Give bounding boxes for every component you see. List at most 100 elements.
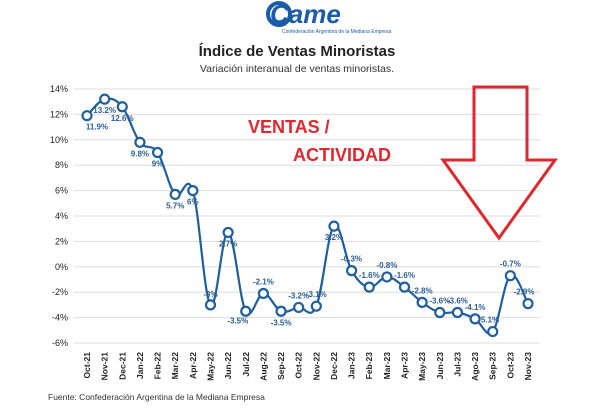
y-tick-label: 12% xyxy=(50,109,68,119)
data-label: 11.9% xyxy=(86,123,108,132)
x-tick-label: Jul-22 xyxy=(241,352,251,377)
x-tick-label: Nov-23 xyxy=(523,352,533,381)
data-point xyxy=(416,296,428,308)
data-point xyxy=(469,313,481,325)
x-tick-label: Nov-22 xyxy=(311,352,321,381)
x-tick-label: Apr-23 xyxy=(400,352,410,379)
data-point xyxy=(504,270,516,282)
x-tick-label: Aug-22 xyxy=(258,352,268,381)
data-label: 6% xyxy=(187,198,199,207)
data-label: -3.5% xyxy=(271,318,292,327)
x-tick-label: Ago-23 xyxy=(470,352,480,381)
chart-subtitle: Variación interanual de ventas minorista… xyxy=(200,63,394,75)
data-label: -2.8% xyxy=(412,286,433,295)
x-tick-label: Oct-23 xyxy=(505,352,515,379)
y-tick-label: -4% xyxy=(52,313,68,323)
x-tick-label: Jan-23 xyxy=(347,352,357,379)
logo-ring-icon xyxy=(266,1,292,27)
data-label: -0.7% xyxy=(500,260,521,269)
data-label: -0.3% xyxy=(341,255,362,264)
y-tick-label: -6% xyxy=(52,338,68,348)
annotation-ventas: VENTAS / xyxy=(248,117,330,137)
data-labels: 11.9% 13.2%12.6% 9.8%9% 5.7% 6% -3% 2.7% -3.5% -… xyxy=(86,106,535,327)
x-tick-label: Mar-23 xyxy=(382,352,392,380)
data-label: -3% xyxy=(203,290,217,299)
y-tick-label: 10% xyxy=(50,135,68,145)
data-point xyxy=(310,300,322,312)
data-point xyxy=(134,136,146,148)
data-point xyxy=(240,305,252,317)
x-tick-label: Feb-23 xyxy=(364,352,374,380)
data-label: 3.2% xyxy=(325,233,343,242)
y-tick-label: 6% xyxy=(55,186,68,196)
data-point xyxy=(346,265,358,277)
y-tick-label: 8% xyxy=(55,160,68,170)
logo-subtext: Confederación Argentina de la Mediana Em… xyxy=(282,29,391,35)
down-arrow-icon xyxy=(440,85,558,241)
x-tick-label: Dec-21 xyxy=(117,352,127,380)
data-point xyxy=(81,110,93,122)
x-tick-label: Jun-22 xyxy=(223,352,233,380)
x-axis-ticks: Oct-21 Nov-21 Dec-21 Jan-22 Feb-22 Mar-22 Apr-… xyxy=(82,352,533,381)
x-tick-label: May-22 xyxy=(205,352,215,381)
x-tick-label: Jul-23 xyxy=(452,352,462,377)
y-tick-label: 14% xyxy=(50,84,68,94)
data-point xyxy=(328,220,340,232)
x-tick-label: Mar-22 xyxy=(170,352,180,380)
data-point xyxy=(204,299,217,311)
x-tick-label: Oct-21 xyxy=(82,352,92,379)
x-tick-label: Sep-22 xyxy=(276,352,286,380)
data-point xyxy=(222,226,234,239)
data-point xyxy=(275,305,287,317)
data-label: 9% xyxy=(152,160,164,169)
data-label: -1.6% xyxy=(394,271,415,280)
y-tick-label: 2% xyxy=(55,236,68,246)
data-label: -4.1% xyxy=(465,303,486,312)
data-point xyxy=(398,281,411,293)
data-point xyxy=(522,298,534,310)
data-point xyxy=(293,301,305,314)
data-point xyxy=(99,93,111,105)
data-label: 2.7% xyxy=(219,240,237,249)
y-tick-label: -2% xyxy=(52,287,68,297)
x-tick-label: Nov-21 xyxy=(100,352,110,381)
x-tick-label: Jan-22 xyxy=(135,352,145,379)
x-tick-label: Oct-22 xyxy=(294,352,304,379)
x-tick-label: Apr-22 xyxy=(188,352,198,379)
data-label: -5.1% xyxy=(478,316,499,325)
data-label: -2.1% xyxy=(253,277,274,286)
data-label: -2.9% xyxy=(514,288,535,297)
gridlines xyxy=(74,88,540,344)
x-tick-label: Sep-23 xyxy=(488,352,498,380)
x-tick-label: Dec-22 xyxy=(329,352,339,380)
y-axis-ticks: -6% -4% -2% 0% 2% 4% 6% 8% 10% 12% 14% xyxy=(50,84,68,348)
data-point xyxy=(487,325,499,338)
data-point xyxy=(151,146,164,159)
data-label: -3.2% xyxy=(288,291,309,300)
data-label: 13.2% xyxy=(93,106,116,115)
data-label: -0.8% xyxy=(376,261,397,270)
annotation-actividad: ACTIVIDAD xyxy=(293,145,391,165)
data-label: 5.7% xyxy=(166,201,184,210)
y-tick-label: 0% xyxy=(55,262,68,272)
data-label: 12.6% xyxy=(111,114,134,123)
data-point xyxy=(257,287,269,300)
y-tick-label: 4% xyxy=(55,211,68,221)
data-point xyxy=(381,271,393,283)
data-point xyxy=(434,306,446,319)
logo-text: Came xyxy=(270,0,341,29)
source-note: Fuente: Confederación Argentina de la Me… xyxy=(48,392,265,402)
data-points xyxy=(81,93,534,338)
data-label: -3.6% xyxy=(429,297,450,306)
x-tick-label: Jun-23 xyxy=(435,352,445,380)
data-point xyxy=(363,281,375,293)
x-tick-label: May-23 xyxy=(417,352,427,381)
data-label: -1.6% xyxy=(359,271,380,280)
chart-title: Índice de Ventas Minoristas xyxy=(199,43,396,60)
came-logo: Came Confederación Argentina de la Media… xyxy=(266,0,391,35)
x-tick-label: Feb-22 xyxy=(153,352,163,380)
data-point xyxy=(116,101,128,113)
data-label: -3.6% xyxy=(447,297,468,306)
data-point xyxy=(187,185,199,197)
